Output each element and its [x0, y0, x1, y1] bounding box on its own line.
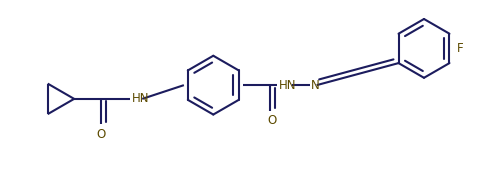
Text: HN: HN — [278, 79, 296, 92]
Text: O: O — [96, 128, 106, 141]
Text: F: F — [457, 42, 464, 55]
Text: O: O — [268, 114, 277, 127]
Text: HN: HN — [132, 92, 149, 105]
Text: N: N — [311, 79, 320, 92]
